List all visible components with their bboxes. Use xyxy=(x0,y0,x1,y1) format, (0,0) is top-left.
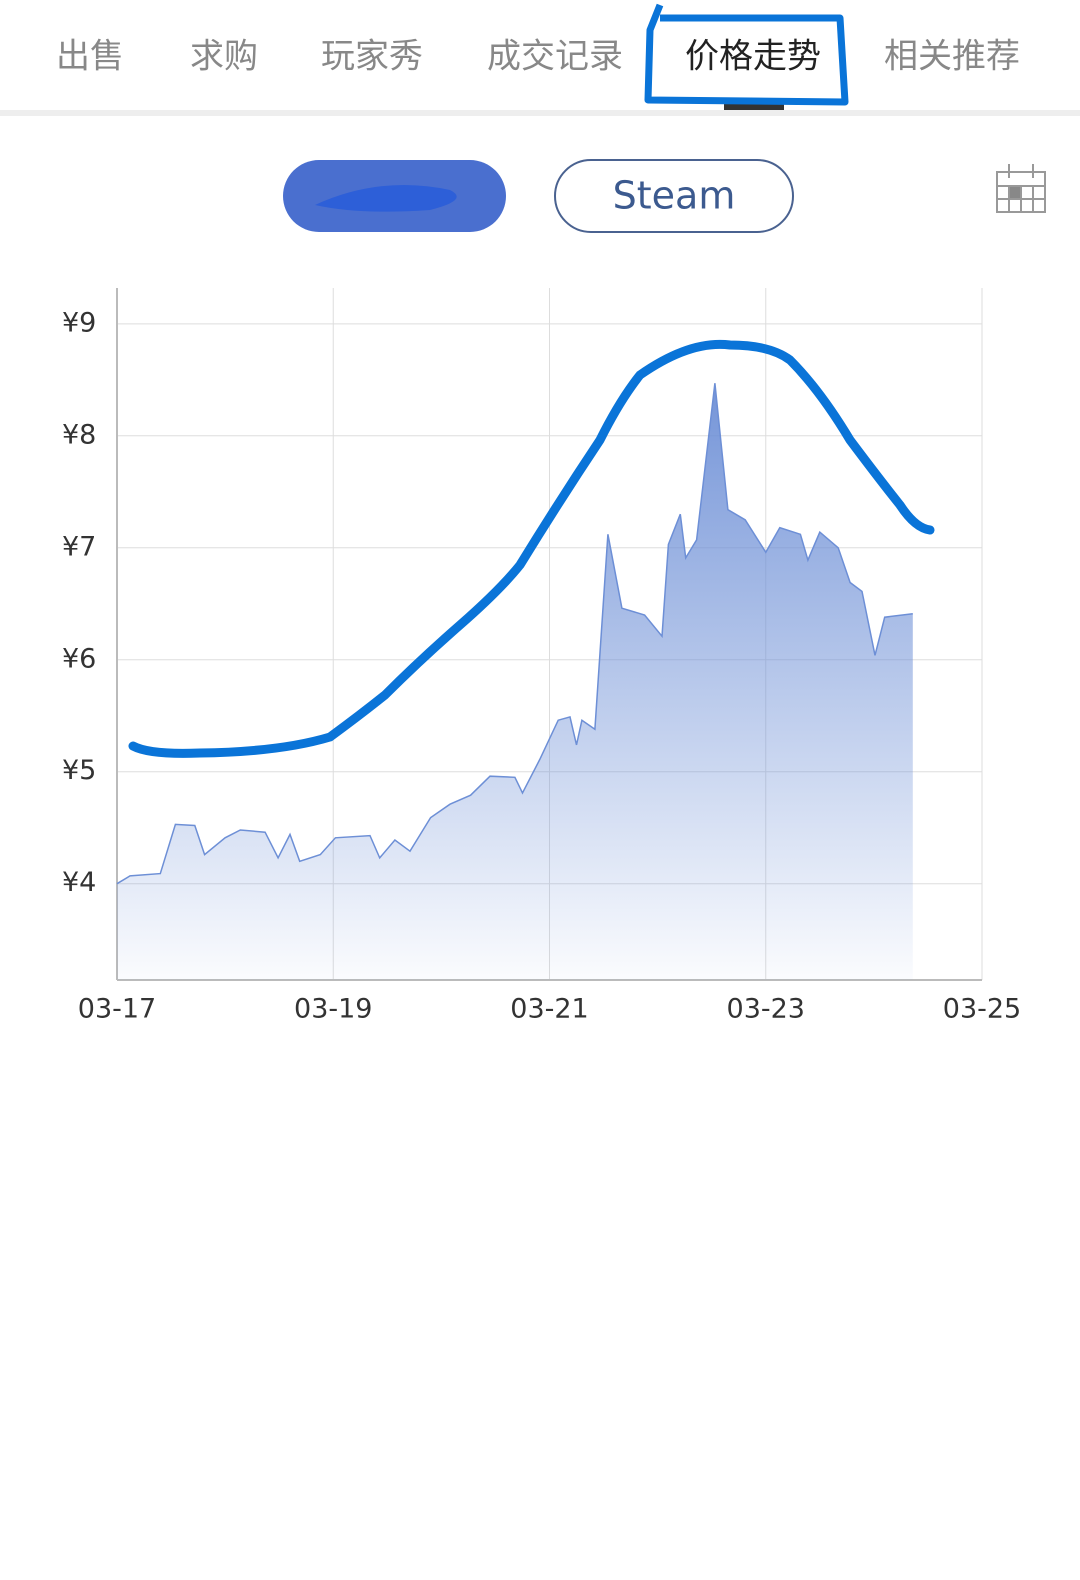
tab-shadow xyxy=(0,110,1080,116)
x-tick-label: 03-25 xyxy=(943,994,1021,1025)
y-tick-label: ¥9 xyxy=(62,307,96,338)
redaction xyxy=(315,185,457,212)
tab[interactable]: 成交记录 xyxy=(487,37,623,77)
x-tick-label: 03-17 xyxy=(78,994,156,1025)
area xyxy=(117,383,913,980)
y-tick-label: ¥7 xyxy=(62,531,96,562)
x-tick-label: 03-23 xyxy=(727,994,805,1025)
x-tick-label: 03-21 xyxy=(510,994,588,1025)
annotation-box xyxy=(644,3,849,106)
y-tick-label: ¥4 xyxy=(62,867,96,898)
source-button-label[interactable]: Steam xyxy=(613,174,736,218)
y-tick-label: ¥5 xyxy=(62,755,96,786)
y-tick-label: ¥6 xyxy=(62,643,96,674)
tab-active[interactable]: 价格走势 xyxy=(685,37,821,77)
annotation-curve xyxy=(128,339,935,758)
tab[interactable]: 出售 xyxy=(56,37,124,77)
source-button[interactable] xyxy=(554,159,794,233)
calendar-icon[interactable] xyxy=(996,164,1046,213)
price-line xyxy=(116,383,913,885)
tab[interactable]: 求购 xyxy=(190,37,258,77)
tab-indicator xyxy=(724,104,784,110)
x-tick-label: 03-19 xyxy=(294,994,372,1025)
tab[interactable]: 玩家秀 xyxy=(321,37,423,77)
tab[interactable]: 相关推荐 xyxy=(884,37,1020,77)
y-tick-label: ¥8 xyxy=(62,419,96,450)
tab-bar xyxy=(0,0,1080,110)
